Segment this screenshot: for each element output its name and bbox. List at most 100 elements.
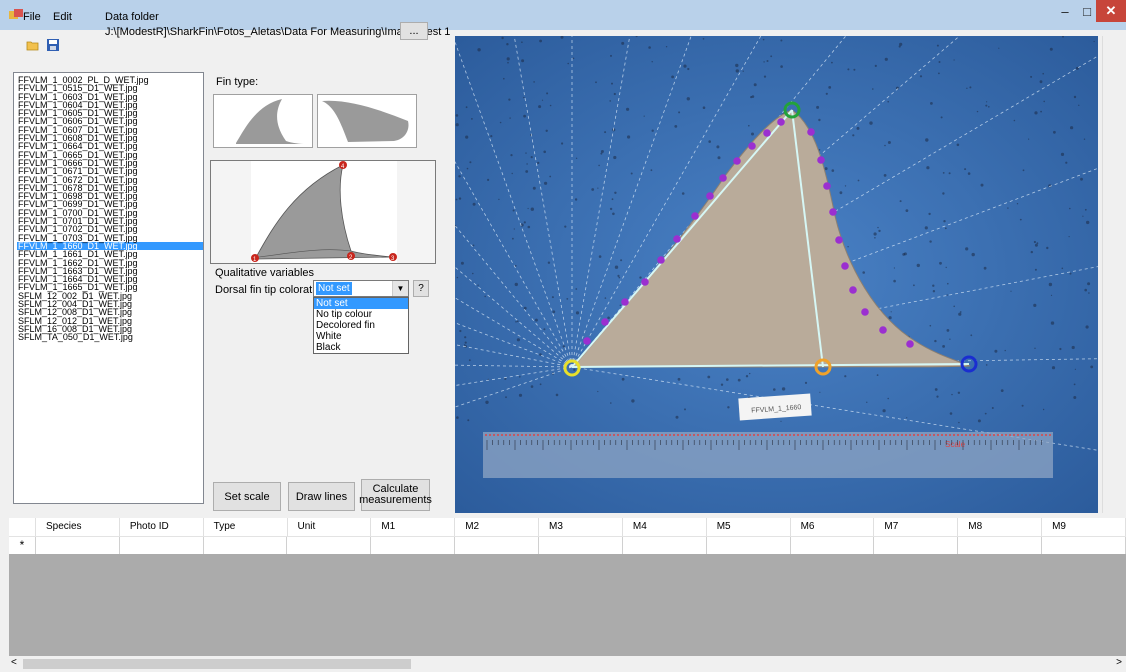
- grid-cell[interactable]: [623, 537, 707, 554]
- grid-cell[interactable]: [287, 537, 372, 554]
- list-item[interactable]: FFVLM_1_1664_D1_WET.jpg: [18, 274, 138, 285]
- list-item[interactable]: FFVLM_1_0666_D1_WET.jpg: [18, 157, 138, 168]
- marker-tip-label: 4: [341, 164, 345, 170]
- draw-lines-button[interactable]: Draw lines: [288, 482, 355, 511]
- grid-cell[interactable]: [120, 537, 204, 554]
- grid-cell[interactable]: [707, 537, 791, 554]
- close-button[interactable]: ✕: [1096, 0, 1126, 22]
- tip-point-marker[interactable]: [783, 101, 801, 119]
- fin-photo-canvas[interactable]: FFVLM_1_1660 Scale: [0, 0, 1126, 564]
- list-item[interactable]: SFLM_TA_050_D1_WET.jpg: [18, 332, 133, 343]
- dropdown-option[interactable]: White: [316, 331, 342, 342]
- scroll-thumb[interactable]: [23, 659, 411, 669]
- list-item[interactable]: FFVLM_1_0703_D1_WET.jpg: [18, 232, 138, 243]
- grid-cell[interactable]: [371, 537, 456, 554]
- grid-cell[interactable]: [455, 537, 540, 554]
- app-icon: [9, 9, 23, 19]
- rear-tip-marker[interactable]: [960, 355, 978, 373]
- fin-type-thumb-2[interactable]: [317, 94, 417, 148]
- list-item[interactable]: FFVLM_1_0671_D1_WET.jpg: [18, 166, 138, 177]
- column-header[interactable]: Type: [204, 518, 288, 536]
- list-item[interactable]: FFVLM_1_0699_D1_WET.jpg: [18, 199, 138, 210]
- column-header[interactable]: Species: [36, 518, 120, 536]
- grid-cell[interactable]: [36, 537, 120, 554]
- list-item[interactable]: FFVLM_1_0665_D1_WET.jpg: [18, 149, 138, 160]
- list-item[interactable]: FFVLM_1_0604_D1_WET.jpg: [18, 99, 138, 110]
- folder-open-icon[interactable]: [26, 38, 40, 52]
- minimize-button[interactable]: –: [1061, 3, 1069, 19]
- file-list[interactable]: FFVLM_1_0002_PL_D_WET.jpg FFVLM_1_0515_D1…: [13, 72, 204, 504]
- vertical-scrollbar[interactable]: [1102, 36, 1123, 513]
- column-header[interactable]: Photo ID: [120, 518, 204, 536]
- grid-cell[interactable]: [958, 537, 1043, 554]
- list-item[interactable]: FFVLM_1_0702_D1_WET.jpg: [18, 224, 138, 235]
- grid-new-row[interactable]: *: [9, 536, 1126, 554]
- column-header[interactable]: Unit: [288, 518, 372, 536]
- floppy-save-icon[interactable]: [46, 38, 60, 52]
- scroll-left-icon[interactable]: <: [11, 657, 17, 668]
- dropdown-option[interactable]: Black: [316, 342, 341, 353]
- maximize-button[interactable]: □: [1083, 3, 1091, 19]
- menu-file[interactable]: File: [23, 11, 41, 23]
- column-header[interactable]: M6: [791, 518, 875, 536]
- menu-edit[interactable]: Edit: [53, 11, 72, 23]
- title-bar: – □ ✕: [0, 0, 1126, 30]
- grid-cell[interactable]: [1042, 537, 1126, 554]
- grid-cell[interactable]: [791, 537, 875, 554]
- column-header[interactable]: M4: [623, 518, 707, 536]
- insertion-point-marker[interactable]: [814, 358, 832, 376]
- list-item[interactable]: FFVLM_1_0672_D1_WET.jpg: [18, 174, 138, 185]
- shark-fin-photo: [571, 109, 971, 368]
- marker-rear-label: 3: [391, 256, 395, 262]
- browse-folder-button[interactable]: ...: [400, 22, 428, 40]
- column-header[interactable]: M8: [958, 518, 1043, 536]
- list-item[interactable]: FFVLM_1_0608_D1_WET.jpg: [18, 133, 138, 144]
- column-header[interactable]: M1: [371, 518, 456, 536]
- list-item[interactable]: FFVLM_1_0603_D1_WET.jpg: [18, 91, 138, 102]
- list-item[interactable]: FFVLM_1_0701_D1_WET.jpg: [18, 216, 138, 227]
- list-item[interactable]: FFVLM_1_1663_D1_WET.jpg: [18, 265, 138, 276]
- list-item[interactable]: FFVLM_1_0700_D1_WET.jpg: [18, 207, 138, 218]
- list-item[interactable]: FFVLM_1_0664_D1_WET.jpg: [18, 141, 138, 152]
- scroll-right-icon[interactable]: >: [1116, 657, 1122, 668]
- list-item[interactable]: FFVLM_1_0606_D1_WET.jpg: [18, 116, 138, 127]
- list-item[interactable]: FFVLM_1_0678_D1_WET.jpg: [18, 182, 138, 193]
- column-header[interactable]: M2: [455, 518, 540, 536]
- list-item[interactable]: FFVLM_1_0002_PL_D_WET.jpg: [18, 75, 149, 85]
- column-header[interactable]: M9: [1042, 518, 1126, 536]
- dropdown-option[interactable]: No tip colour: [316, 309, 373, 320]
- list-item[interactable]: SFLM_12_004_D1_WET.jpg: [18, 299, 133, 310]
- list-item[interactable]: SFLM_12_008_D1_WET.jpg: [18, 307, 133, 318]
- tip-coloration-dropdown[interactable]: Not set No tip colour Decolored fin White Bl…: [313, 297, 409, 354]
- horizontal-scrollbar[interactable]: < >: [9, 656, 1126, 672]
- list-item[interactable]: SFLM_16_008_D1_WET.jpg: [18, 323, 133, 334]
- list-item[interactable]: FFVLM_1_1662_D1_WET.jpg: [18, 257, 138, 268]
- grid-cell[interactable]: [539, 537, 623, 554]
- list-item[interactable]: SFLM_12_002_D1_WET.jpg: [18, 290, 133, 301]
- dropdown-option[interactable]: Not set: [314, 298, 408, 309]
- dropdown-option[interactable]: Decolored fin: [316, 320, 375, 331]
- column-header[interactable]: M3: [539, 518, 623, 536]
- list-item[interactable]: FFVLM_1_0605_D1_WET.jpg: [18, 108, 138, 119]
- calculate-measurements-button[interactable]: Calculate measurements: [359, 479, 432, 511]
- chevron-down-icon[interactable]: ▼: [392, 281, 408, 296]
- origin-point-marker[interactable]: [563, 359, 581, 377]
- measurements-grid[interactable]: Species Photo ID Type Unit M1 M2 M3 M4 M5 M6 M7 M8 M…: [9, 518, 1126, 656]
- marker-front-label: 1: [253, 257, 257, 263]
- tip-coloration-select[interactable]: Not set ▼: [313, 280, 409, 297]
- fin-type-thumb-1[interactable]: [213, 94, 313, 148]
- help-button[interactable]: ?: [413, 280, 429, 297]
- grid-cell[interactable]: [204, 537, 288, 554]
- list-item[interactable]: FFVLM_1_0607_D1_WET.jpg: [18, 124, 138, 135]
- list-item[interactable]: FFVLM_1_0515_D1_WET.jpg: [18, 83, 138, 94]
- set-scale-button[interactable]: Set scale: [213, 482, 281, 511]
- row-header-corner: [9, 518, 36, 536]
- list-item[interactable]: FFVLM_1_1665_D1_WET.jpg: [18, 282, 138, 293]
- list-item[interactable]: SFLM_12_012_D1_WET.jpg: [18, 315, 133, 326]
- list-item[interactable]: FFVLM_1_1660_D1_WET.jpg: [17, 241, 203, 251]
- grid-cell[interactable]: [874, 537, 959, 554]
- list-item[interactable]: FFVLM_1_1661_D1_WET.jpg: [18, 249, 138, 260]
- list-item[interactable]: FFVLM_1_0698_D1_WET.jpg: [18, 191, 138, 202]
- column-header[interactable]: M7: [874, 518, 959, 536]
- column-header[interactable]: M5: [707, 518, 791, 536]
